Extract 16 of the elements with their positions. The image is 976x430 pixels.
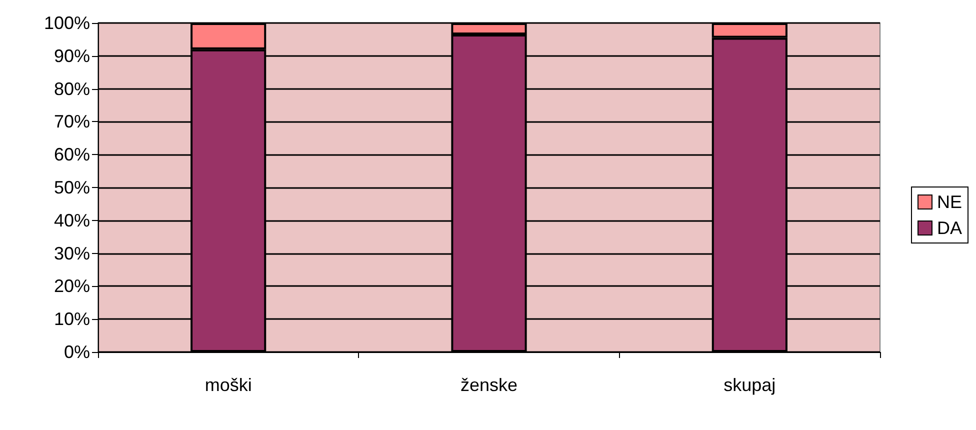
y-tick-label: 50%	[54, 178, 90, 198]
y-tick-label: 30%	[54, 243, 90, 264]
y-tick-label: 0%	[64, 342, 90, 362]
x-tick-label: moški	[204, 375, 252, 395]
legend-label: DA	[936, 218, 962, 238]
y-tick-label: 10%	[54, 309, 90, 330]
legend-label: NE	[936, 192, 962, 212]
y-tick-label: 70%	[54, 112, 90, 132]
y-tick-label: 60%	[54, 144, 90, 165]
x-tick-label: skupaj	[724, 375, 776, 395]
x-tick-label: ženske	[460, 375, 518, 395]
y-tick-label: 20%	[54, 276, 90, 296]
y-tick-label: 40%	[54, 210, 90, 230]
y-tick-label: 90%	[54, 46, 90, 66]
y-tick-label: 80%	[54, 78, 90, 99]
y-tick-label: 100%	[44, 13, 90, 33]
